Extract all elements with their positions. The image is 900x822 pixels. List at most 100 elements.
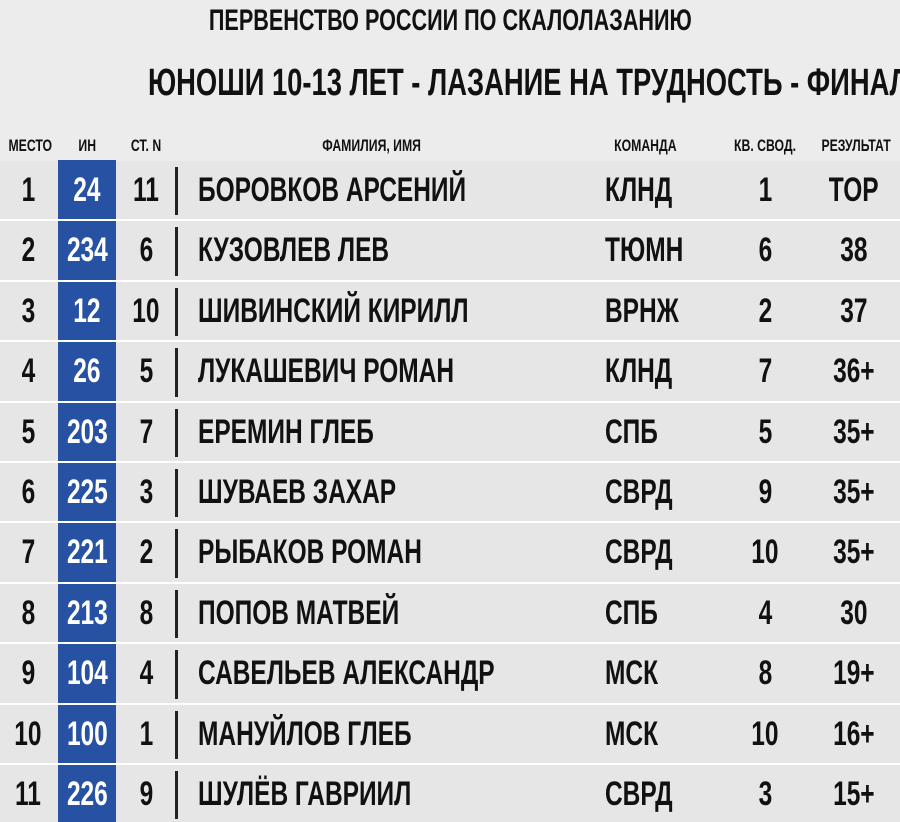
bib-cell <box>58 463 116 522</box>
row-band <box>0 342 900 401</box>
row-band <box>0 221 900 280</box>
row-separator <box>0 642 900 645</box>
place: 9 <box>21 654 35 693</box>
start-no: 5 <box>139 352 153 391</box>
column-divider <box>175 348 178 397</box>
team: МСК <box>605 714 659 753</box>
team: МСК <box>605 654 659 693</box>
column-header: ИН <box>78 136 96 155</box>
place: 11 <box>15 775 41 813</box>
bib-cell <box>58 281 116 341</box>
column-header: КВ. СВОД. <box>734 136 796 155</box>
column-header: ФАМИЛИЯ, ИМЯ <box>322 136 422 155</box>
row-band <box>0 765 900 822</box>
athlete-name: САВЕЛЬЕВ АЛЕКСАНДР <box>198 654 495 693</box>
team: СВРД <box>605 473 673 511</box>
bib: 234 <box>66 231 108 270</box>
column-divider <box>175 710 178 759</box>
result: 30 <box>840 593 868 632</box>
column-divider <box>175 227 178 276</box>
start-no: 10 <box>132 291 160 330</box>
bib: 26 <box>73 352 101 391</box>
athlete-name: БОРОВКОВ АРСЕНИЙ <box>198 171 467 209</box>
start-no: 2 <box>139 533 153 572</box>
qual-rank: 8 <box>758 654 772 693</box>
row-separator <box>0 279 900 282</box>
place: 3 <box>21 291 35 330</box>
place: 4 <box>21 352 35 391</box>
bib-cell <box>58 342 116 401</box>
place: 6 <box>21 473 35 511</box>
bib: 24 <box>73 171 101 209</box>
qual-rank: 9 <box>758 473 772 511</box>
column-header: МЕСТО <box>8 136 53 155</box>
row-band <box>0 704 900 763</box>
row-band <box>0 161 900 220</box>
row-separator <box>0 521 900 524</box>
column-header: СТ. N <box>130 136 162 155</box>
bib: 12 <box>73 291 101 330</box>
qual-rank: 4 <box>758 593 772 632</box>
column-divider <box>175 529 178 578</box>
bib-cell <box>58 402 116 461</box>
row-separator <box>0 702 900 705</box>
team: ТЮМН <box>605 231 684 270</box>
start-no: 8 <box>139 593 153 632</box>
athlete-name: ШУЛЁВ ГАВРИИЛ <box>198 775 412 813</box>
row-separator <box>0 763 900 765</box>
athlete-name: КУЗОВЛЕВ ЛЕВ <box>198 231 390 270</box>
column-divider <box>175 469 178 518</box>
athlete-name: МАНУЙЛОВ ГЛЕБ <box>198 714 412 753</box>
row-separator <box>0 219 900 222</box>
subtitle: ЮНОШИ 10-13 ЛЕТ - ЛАЗАНИЕ НА ТРУДНОСТЬ -… <box>147 62 900 104</box>
result: 15+ <box>833 775 875 813</box>
athlete-name: ШИВИНСКИЙ КИРИЛЛ <box>198 291 469 330</box>
column-divider <box>175 408 178 457</box>
start-no: 6 <box>139 231 153 270</box>
column-header: РЕЗУЛЬТАТ <box>821 136 891 155</box>
qual-rank: 7 <box>758 352 772 391</box>
row-band <box>0 463 900 522</box>
athlete-name: ПОПОВ МАТВЕЙ <box>198 593 400 632</box>
column-divider <box>175 167 178 216</box>
bib-cell <box>58 704 116 763</box>
bib-cell <box>58 644 116 703</box>
bib-cell <box>58 161 116 220</box>
team: СПБ <box>605 412 658 451</box>
row-band <box>0 281 900 341</box>
row-separator <box>0 400 900 403</box>
row-band <box>0 583 900 643</box>
place: 10 <box>14 714 42 753</box>
result: 19+ <box>833 654 875 693</box>
bib: 225 <box>66 473 108 511</box>
place: 5 <box>21 412 35 451</box>
qual-rank: 5 <box>758 412 772 451</box>
team: СВРД <box>605 533 673 572</box>
qual-rank: 6 <box>758 231 772 270</box>
column-divider <box>175 771 178 820</box>
bib: 203 <box>66 412 108 451</box>
start-no: 11 <box>133 171 159 209</box>
team: СВРД <box>605 775 673 813</box>
title: ПЕРВЕНСТВО РОССИИ ПО СКАЛОЛАЗАНИЮ <box>208 4 692 37</box>
column-divider <box>175 650 178 699</box>
result: TOP <box>829 171 879 209</box>
result: 35+ <box>833 533 875 572</box>
athlete-name: ЛУКАШЕВИЧ РОМАН <box>198 352 455 391</box>
result: 35+ <box>833 473 875 511</box>
athlete-name: ШУВАЕВ ЗАХАР <box>198 473 397 511</box>
row-separator <box>0 461 900 463</box>
start-no: 4 <box>139 654 153 693</box>
result: 35+ <box>833 412 875 451</box>
result: 16+ <box>833 714 875 753</box>
start-no: 9 <box>139 775 153 813</box>
place: 7 <box>21 533 35 572</box>
start-no: 7 <box>139 412 153 451</box>
bib: 226 <box>66 775 108 813</box>
start-no: 1 <box>139 714 153 753</box>
row-separator <box>0 581 900 584</box>
qual-rank: 10 <box>751 714 779 753</box>
team: ВРНЖ <box>605 291 679 330</box>
row-band <box>0 644 900 703</box>
